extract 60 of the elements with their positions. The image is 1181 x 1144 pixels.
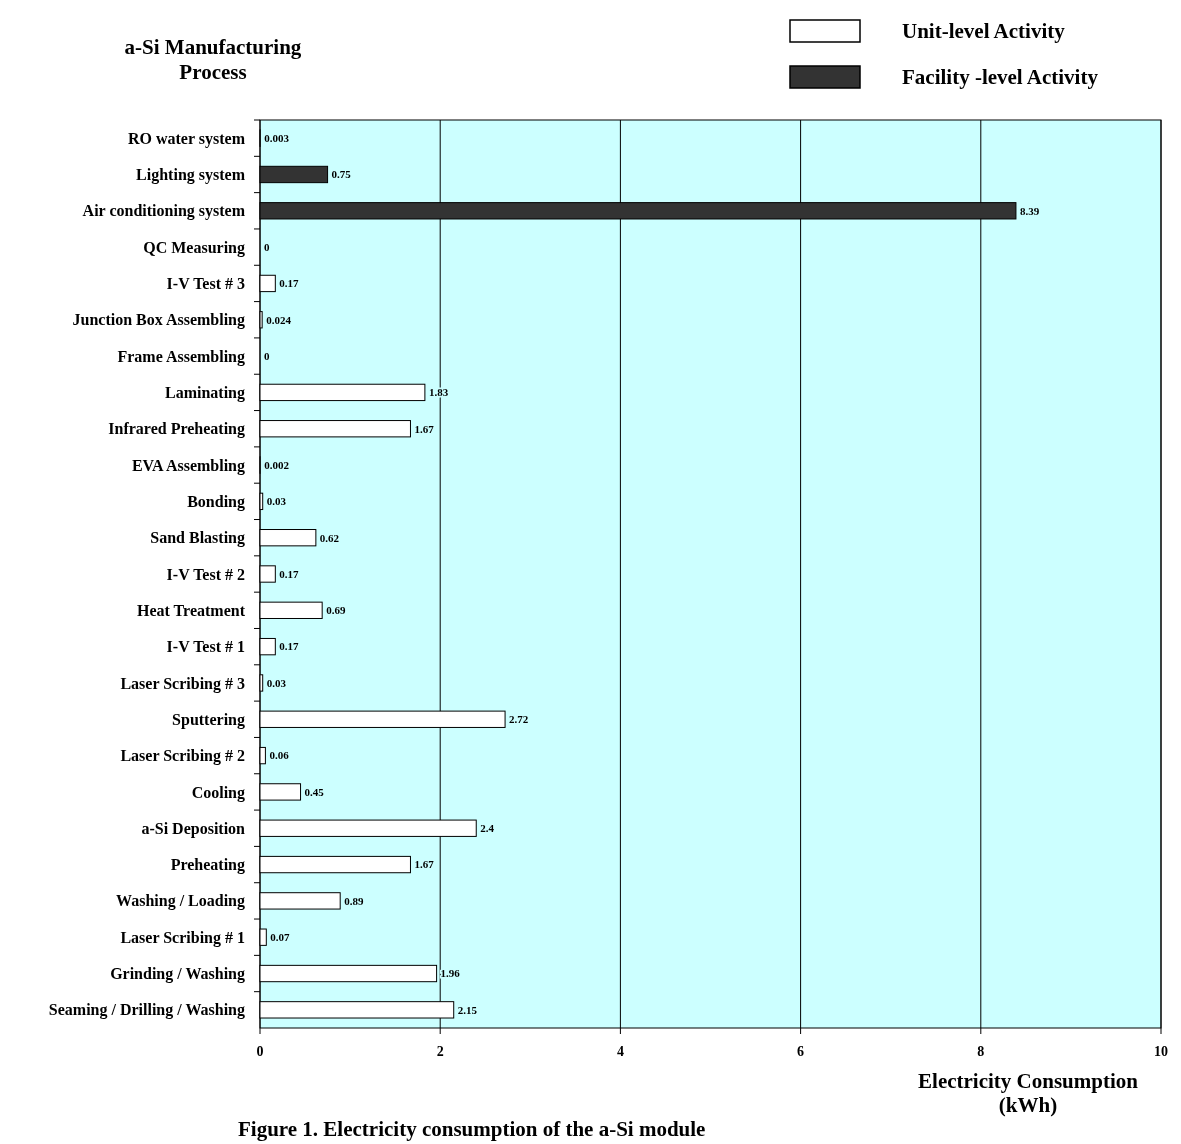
legend-label: Unit-level Activity (902, 19, 1066, 44)
y-tick-label: I-V Test # 1 (166, 638, 245, 656)
data-label: 0.75 (331, 168, 352, 181)
data-label: 2.4 (480, 822, 495, 835)
data-label: 0.002 (264, 458, 290, 471)
y-tick-label: Laser Scribing # 3 (120, 674, 245, 693)
x-tick-label: 6 (797, 1044, 805, 1059)
y-tick-label: QC Measuring (143, 238, 245, 257)
data-label: 0.17 (279, 277, 300, 290)
x-tick-label: 10 (1154, 1044, 1168, 1059)
data-label: 1.67 (414, 858, 435, 871)
y-tick-label: Cooling (191, 783, 245, 802)
y-tick-label: Lighting system (136, 166, 246, 185)
y-tick-label: Preheating (170, 856, 245, 875)
y-tick-label: Grinding / Washing (110, 965, 245, 984)
data-label: 0 (264, 240, 270, 253)
caption: Figure 1. Electricity consumption of the a-Si module (238, 1117, 706, 1141)
data-label: 0.03 (266, 495, 287, 508)
data-label: 1.67 (414, 422, 435, 435)
y-tick-label: Junction Box Assembling (72, 311, 245, 330)
y-tick-label: Sputtering (172, 710, 245, 729)
y-tick-label: a-Si Deposition (141, 819, 246, 838)
y-tick-label: Washing / Loading (116, 892, 245, 911)
data-label: 2.15 (457, 1003, 478, 1016)
x-axis-title: Electricity Consumption (kWh) (918, 1069, 1139, 1117)
y-tick-label: I-V Test # 2 (166, 565, 245, 583)
y-tick-label: EVA Assembling (131, 456, 245, 475)
data-label: 0.06 (269, 749, 290, 762)
data-label: 0.89 (344, 894, 364, 907)
x-tick-label: 0 (256, 1044, 264, 1059)
y-tick-label: Laser Scribing # 2 (120, 747, 245, 766)
data-label: 8.39 (1019, 204, 1040, 217)
y-tick-label: Bonding (187, 492, 245, 511)
y-tick-label: Infrared Preheating (108, 420, 245, 439)
y-tick-label: Heat Treatment (137, 601, 246, 619)
y-tick-label: Laser Scribing # 1 (120, 928, 245, 947)
x-tick-label: 4 (616, 1044, 624, 1059)
x-tick-label: 2 (436, 1044, 444, 1059)
y-tick-label: I-V Test # 3 (166, 275, 245, 293)
data-label: 0 (264, 349, 270, 362)
data-label: 1.96 (440, 967, 461, 980)
y-axis-title: a-Si Manufacturing Process (124, 35, 302, 84)
x-tick-label: 8 (977, 1044, 985, 1059)
y-tick-label: Air conditioning system (82, 202, 246, 221)
data-label: 0.17 (279, 567, 300, 580)
data-label: 0.003 (264, 132, 290, 145)
legend-label: Facility -level Activity (902, 65, 1099, 90)
data-label: 0.69 (326, 604, 346, 617)
data-label: 0.024 (266, 313, 292, 326)
y-tick-label: Sand Blasting (150, 529, 245, 548)
y-tick-label: RO water system (127, 129, 246, 148)
data-label: 0.07 (270, 931, 291, 944)
data-label: 0.17 (279, 640, 300, 653)
data-label: 0.03 (266, 676, 287, 689)
data-label: 0.45 (304, 785, 325, 798)
y-tick-label: Laminating (164, 384, 245, 402)
y-tick-label: Frame Assembling (117, 347, 245, 366)
y-tick-label: Seaming / Drilling / Washing (48, 1001, 245, 1020)
data-label: 2.72 (509, 713, 529, 726)
data-label: 0.62 (319, 531, 340, 544)
